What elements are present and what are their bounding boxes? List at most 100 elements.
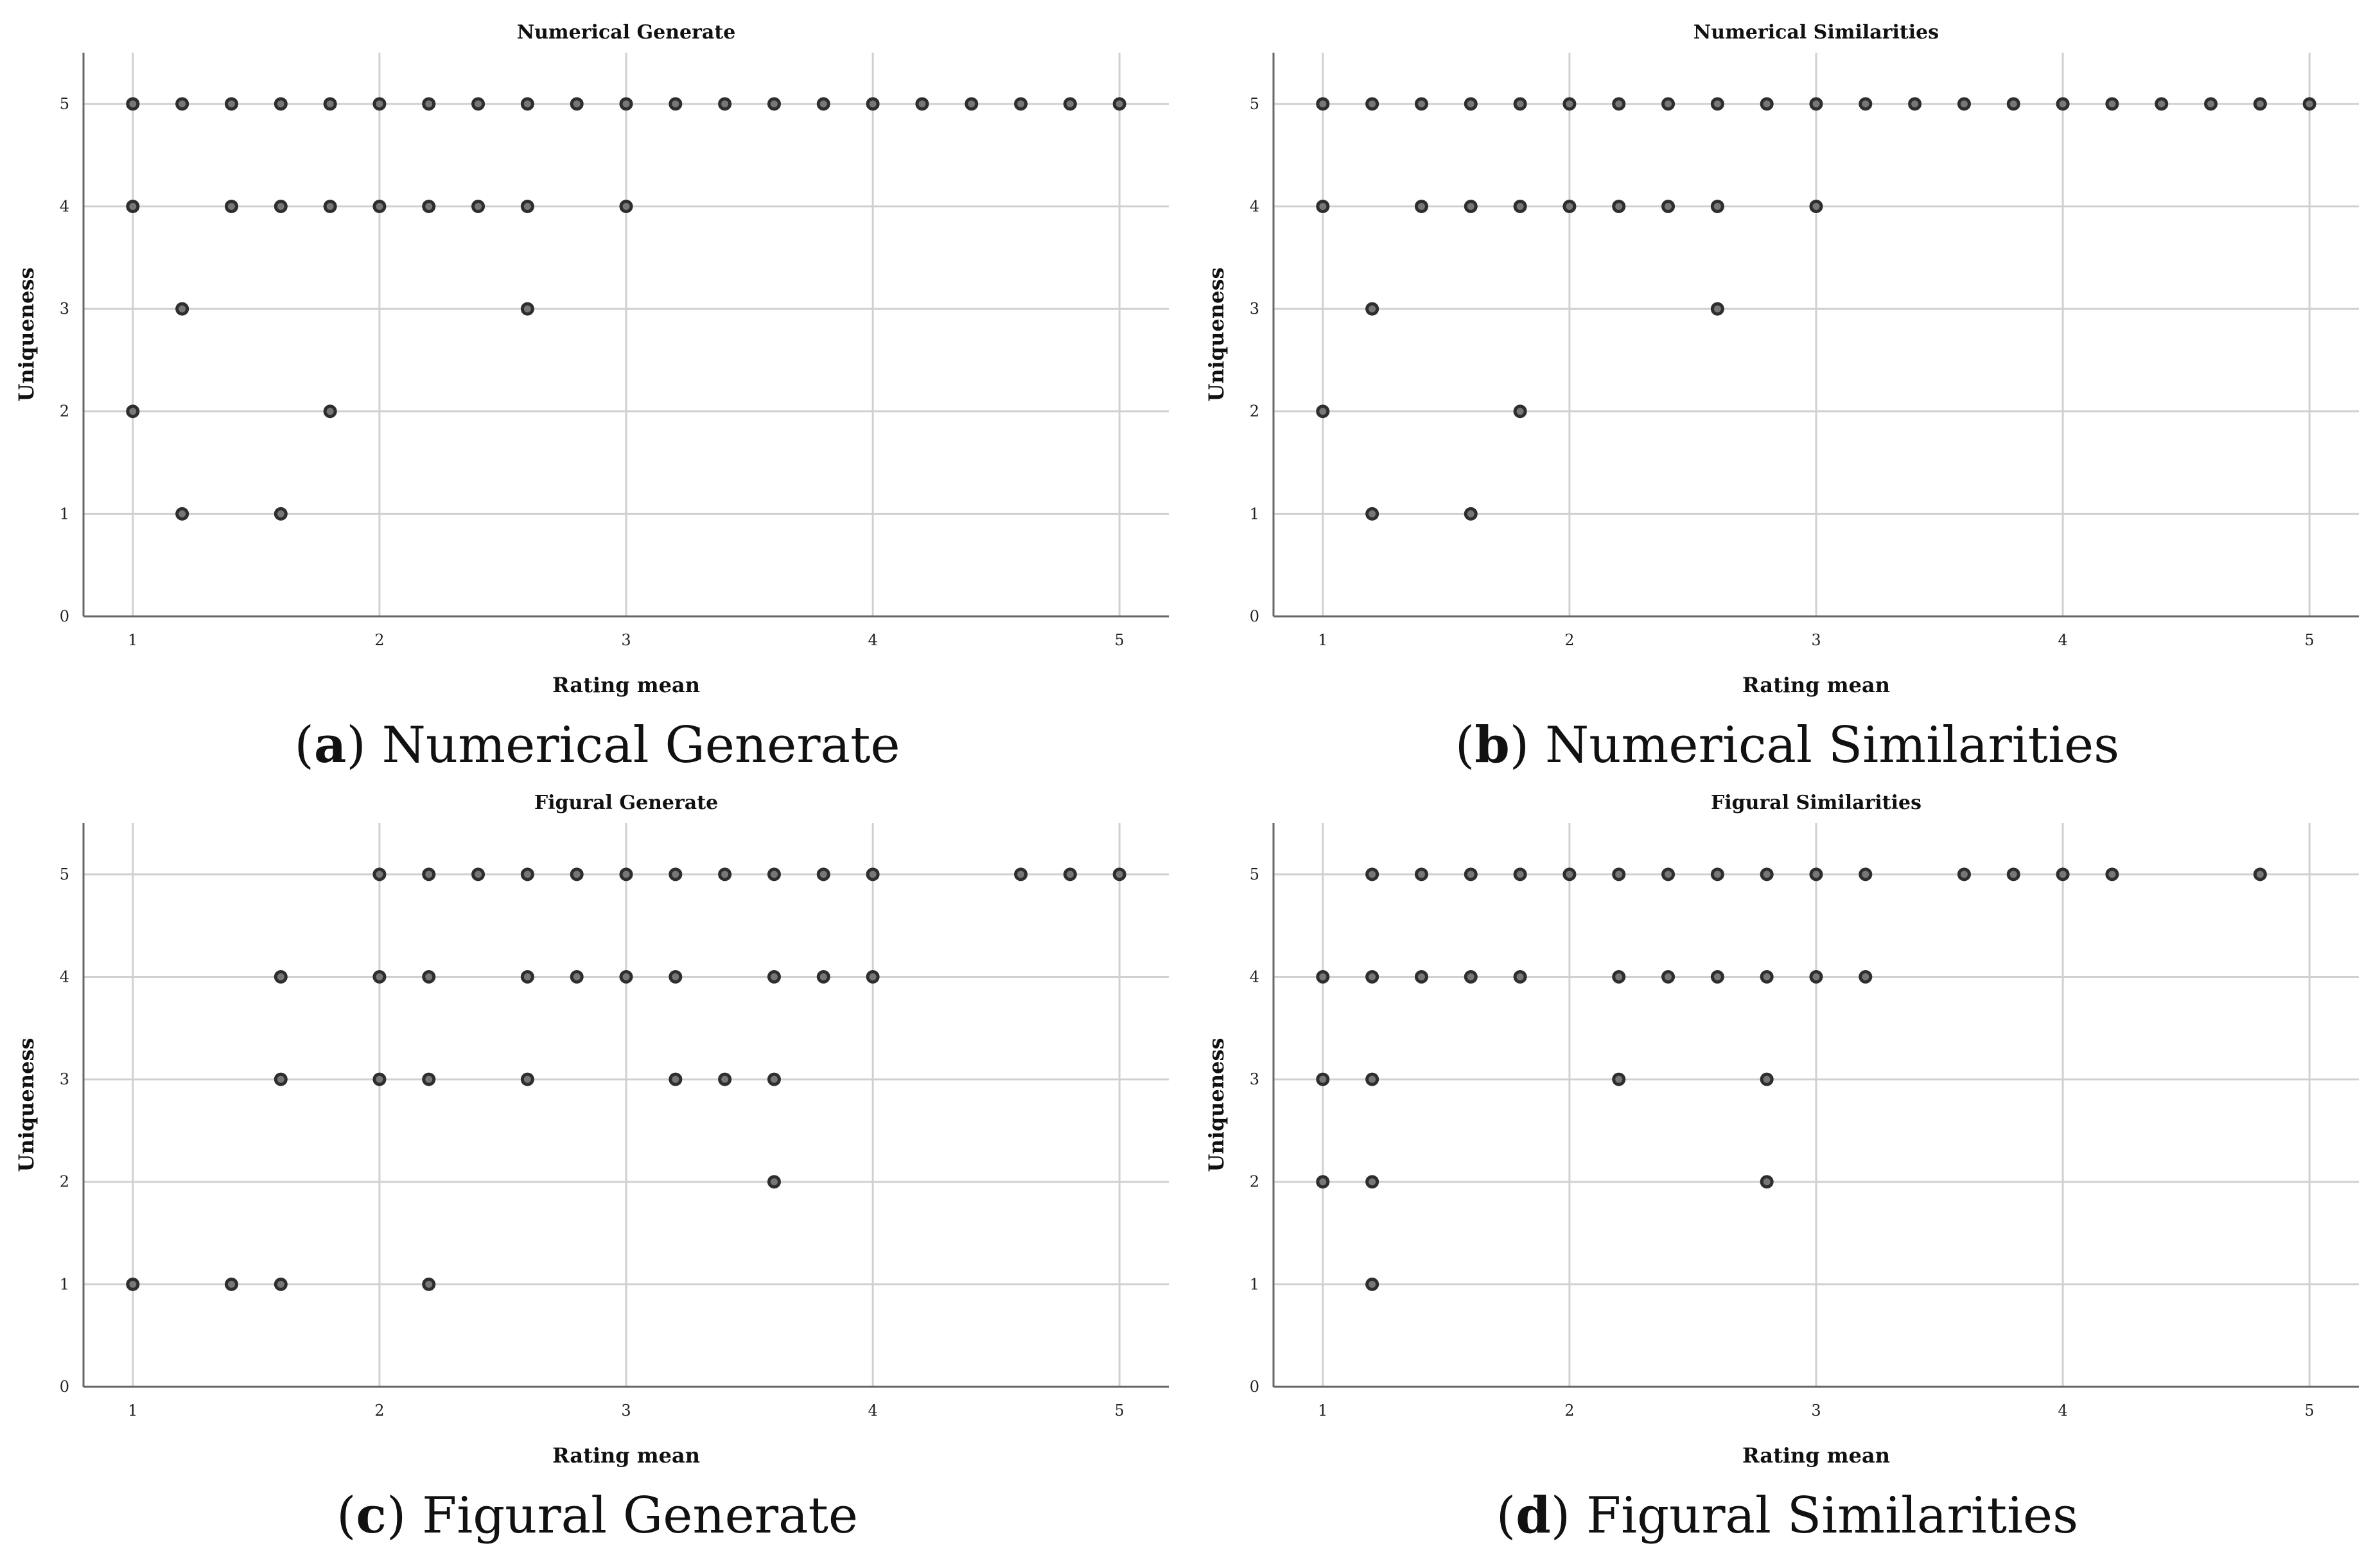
x-tick-label: 2 [374, 631, 384, 649]
scatter-point [1562, 97, 1577, 111]
x-tick-label: 4 [868, 1402, 877, 1420]
x-axis-title: Rating mean [552, 673, 700, 697]
scatter-point [1562, 867, 1577, 882]
scatter-chart: Numerical Similarities 1 2 3 4 5 0 1 2 3 4 5 Rating … [1204, 21, 2359, 697]
scatter-point [1859, 867, 1873, 882]
x-tick-label: 1 [128, 1402, 137, 1420]
y-axis-title: Uniqueness [1204, 1038, 1229, 1172]
caption-letter: c [356, 1486, 387, 1545]
y-tick-label: 0 [1250, 607, 1259, 625]
y-tick-label: 2 [60, 1173, 69, 1191]
caption-letter: b [1474, 716, 1510, 774]
scatter-point [2253, 867, 2267, 882]
y-axis-title: Uniqueness [14, 268, 39, 402]
scatter-point [1112, 97, 1126, 111]
y-tick-label: 1 [1250, 505, 1259, 523]
x-tick-label: 4 [868, 631, 877, 649]
scatter-point [520, 1072, 534, 1086]
scatter-chart: Numerical Generate 1 2 3 4 5 0 1 2 3 4 5 Rating mean… [14, 21, 1169, 697]
scatter-point [1710, 97, 1724, 111]
scatter-point [1365, 97, 1379, 111]
scatter-point [1957, 97, 1971, 111]
x-tick-label: 2 [1564, 631, 1574, 649]
scatter-point [1562, 199, 1577, 213]
scatter-point [372, 199, 387, 213]
scatter-point [520, 867, 534, 882]
x-tick-label: 5 [1115, 631, 1124, 649]
scatter-point [1316, 1072, 1330, 1086]
scatter-point [126, 1277, 140, 1291]
caption-b: (b) Numerical Similarities [1455, 716, 2120, 774]
scatter-point [2302, 97, 2316, 111]
scatter-point [1760, 1072, 1774, 1086]
scatter-point [619, 199, 633, 213]
scatter-point [1513, 97, 1527, 111]
scatter-point [2056, 97, 2070, 111]
x-tick-label: 4 [2058, 631, 2067, 649]
scatter-point [224, 199, 238, 213]
scatter-point [520, 302, 534, 316]
scatter-panel-numerical-generate: Numerical Generate 1 2 3 4 5 0 1 2 3 4 5 Rating mean… [0, 0, 1190, 700]
scatter-point [372, 97, 387, 111]
scatter-point [2006, 97, 2020, 111]
scatter-point [1661, 969, 1676, 984]
scatter-point [816, 969, 830, 984]
scatter-point [323, 97, 337, 111]
chart-title: Numerical Similarities [1693, 21, 1939, 44]
y-tick-label: 1 [1250, 1275, 1259, 1293]
scatter-point [1612, 867, 1626, 882]
scatter-point [323, 199, 337, 213]
y-tick-label: 4 [60, 197, 69, 215]
scatter-point [1809, 199, 1823, 213]
y-tick-label: 4 [1250, 968, 1259, 986]
scatter-point [1464, 97, 1478, 111]
scatter-point [520, 969, 534, 984]
scatter-point [1513, 969, 1527, 984]
scatter-point [1710, 867, 1724, 882]
scatter-point [175, 302, 189, 316]
scatter-point [2204, 97, 2218, 111]
chart-title: Figural Generate [534, 792, 718, 814]
scatter-point [1316, 404, 1330, 419]
scatter-point [471, 97, 486, 111]
scatter-point [718, 867, 732, 882]
scatter-point [422, 199, 436, 213]
scatter-point [1760, 867, 1774, 882]
scatter-point [965, 97, 979, 111]
y-tick-label: 5 [60, 95, 69, 113]
x-axis-title: Rating mean [552, 1443, 700, 1468]
scatter-point [372, 1072, 387, 1086]
y-tick-label: 2 [60, 403, 69, 421]
y-tick-label: 4 [60, 968, 69, 986]
scatter-point [1612, 199, 1626, 213]
scatter-point [422, 867, 436, 882]
scatter-point [866, 97, 880, 111]
scatter-point [1014, 867, 1028, 882]
scatter-point [274, 507, 288, 521]
y-tick-label: 2 [1250, 403, 1259, 421]
y-axis-title: Uniqueness [14, 1038, 39, 1172]
caption-letter: d [1516, 1486, 1551, 1545]
scatter-point [126, 404, 140, 419]
y-tick-label: 3 [1250, 1070, 1259, 1088]
scatter-point [471, 199, 486, 213]
scatter-point [520, 199, 534, 213]
x-tick-label: 5 [2305, 1402, 2314, 1420]
scatter-point [1612, 969, 1626, 984]
scatter-point [1063, 867, 1077, 882]
scatter-point [1661, 867, 1676, 882]
scatter-point [1809, 969, 1823, 984]
scatter-point [570, 867, 584, 882]
scatter-point [1414, 969, 1428, 984]
scatter-point [1464, 199, 1478, 213]
caption-text: Figural Generate [422, 1487, 859, 1545]
scatter-point [915, 97, 929, 111]
scatter-point [1809, 867, 1823, 882]
scatter-point [1908, 97, 1922, 111]
scatter-point [1859, 969, 1873, 984]
scatter-point [274, 1072, 288, 1086]
scatter-point [1661, 97, 1676, 111]
scatter-point [1809, 97, 1823, 111]
x-tick-label: 2 [1564, 1402, 1574, 1420]
scatter-point [422, 97, 436, 111]
